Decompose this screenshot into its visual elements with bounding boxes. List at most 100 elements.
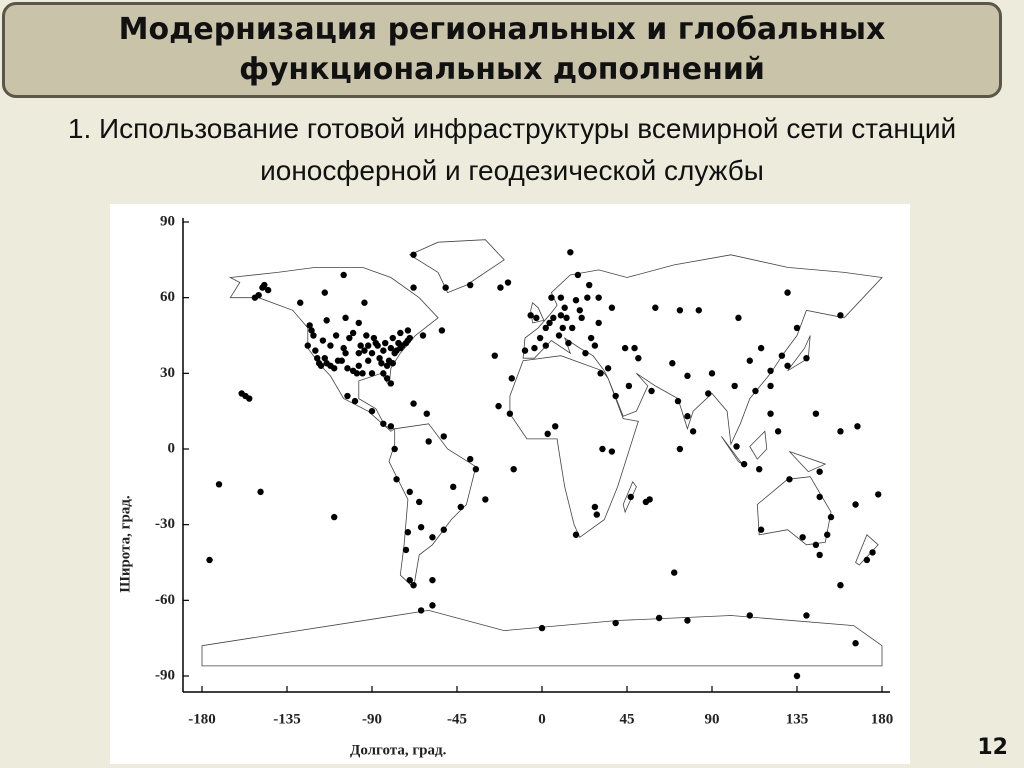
station bbox=[824, 531, 831, 538]
station bbox=[359, 370, 366, 377]
station bbox=[757, 526, 765, 533]
station bbox=[538, 624, 546, 632]
station bbox=[321, 289, 328, 296]
station bbox=[450, 483, 457, 491]
station bbox=[563, 314, 570, 322]
station bbox=[674, 397, 682, 405]
station bbox=[536, 334, 544, 342]
station bbox=[357, 342, 364, 349]
chart: Долгота, град. Широта, град. 90 60 30 0 -30 -… bbox=[110, 204, 910, 764]
station bbox=[344, 392, 351, 400]
station bbox=[429, 576, 436, 584]
station bbox=[625, 382, 633, 390]
station bbox=[731, 382, 738, 390]
station bbox=[752, 387, 759, 395]
station bbox=[344, 365, 351, 372]
station bbox=[389, 360, 396, 367]
station bbox=[555, 332, 563, 339]
land bbox=[509, 355, 639, 538]
station bbox=[491, 352, 498, 359]
station bbox=[440, 526, 447, 533]
station bbox=[331, 513, 338, 521]
station bbox=[612, 392, 619, 400]
station bbox=[816, 468, 823, 475]
station bbox=[784, 362, 791, 369]
station bbox=[593, 511, 600, 518]
map-outline bbox=[201, 239, 883, 667]
page-number: 12 bbox=[977, 735, 1008, 760]
station bbox=[406, 334, 413, 342]
station bbox=[746, 357, 753, 364]
station bbox=[506, 410, 514, 417]
station bbox=[402, 546, 410, 554]
station bbox=[397, 329, 404, 337]
station bbox=[827, 513, 835, 521]
y-tick-label: 90 bbox=[160, 213, 175, 229]
x-tick-label: -180 bbox=[188, 711, 216, 727]
station bbox=[380, 420, 387, 427]
station bbox=[351, 397, 359, 405]
station bbox=[671, 569, 678, 576]
station bbox=[363, 332, 370, 339]
station bbox=[533, 314, 540, 322]
x-tick-label: -45 bbox=[447, 711, 467, 727]
station bbox=[406, 576, 413, 584]
station bbox=[440, 433, 447, 440]
station bbox=[383, 362, 391, 369]
station bbox=[389, 334, 396, 342]
station bbox=[816, 493, 823, 501]
station bbox=[812, 541, 820, 549]
land bbox=[756, 476, 832, 546]
station bbox=[380, 370, 387, 377]
station bbox=[793, 324, 801, 332]
station bbox=[438, 327, 446, 334]
station bbox=[391, 445, 398, 453]
station bbox=[365, 342, 372, 349]
station bbox=[338, 357, 345, 364]
station bbox=[368, 370, 376, 377]
station bbox=[374, 342, 381, 349]
station bbox=[365, 357, 372, 364]
station bbox=[774, 428, 782, 435]
station bbox=[472, 465, 480, 473]
x-tick-label: -90 bbox=[362, 711, 382, 727]
x-tick-label: 0 bbox=[538, 711, 546, 727]
y-tick-label: 60 bbox=[160, 289, 175, 305]
land bbox=[201, 609, 883, 667]
station bbox=[587, 334, 595, 342]
station bbox=[355, 349, 362, 357]
station bbox=[304, 342, 311, 349]
slide-title: Модернизация региональных и глобальных ф… bbox=[2, 2, 1002, 98]
station bbox=[467, 455, 474, 463]
station bbox=[705, 390, 712, 397]
station bbox=[495, 402, 502, 410]
y-axis-label: Широта, град. bbox=[117, 495, 133, 593]
station bbox=[510, 465, 517, 473]
station bbox=[684, 617, 691, 624]
station bbox=[578, 314, 585, 322]
station bbox=[378, 360, 385, 367]
station bbox=[410, 400, 417, 407]
station bbox=[582, 349, 589, 357]
station bbox=[767, 382, 774, 390]
y-tick-label: -90 bbox=[155, 667, 175, 683]
station bbox=[574, 271, 582, 279]
station bbox=[368, 407, 376, 415]
station bbox=[410, 251, 417, 258]
station bbox=[561, 304, 568, 311]
station bbox=[655, 614, 663, 622]
station bbox=[648, 387, 655, 395]
station bbox=[361, 299, 368, 306]
x-tick-label: -135 bbox=[273, 711, 301, 727]
station bbox=[695, 307, 702, 314]
station bbox=[740, 460, 748, 468]
x-axis-label: Долгота, град. bbox=[350, 742, 447, 758]
slide-subtitle: 1. Использование готовой инфраструктуры … bbox=[67, 113, 957, 186]
station bbox=[552, 423, 559, 430]
station bbox=[393, 476, 400, 483]
station bbox=[542, 324, 549, 332]
station bbox=[784, 289, 791, 296]
station bbox=[504, 279, 512, 286]
station bbox=[621, 344, 629, 352]
